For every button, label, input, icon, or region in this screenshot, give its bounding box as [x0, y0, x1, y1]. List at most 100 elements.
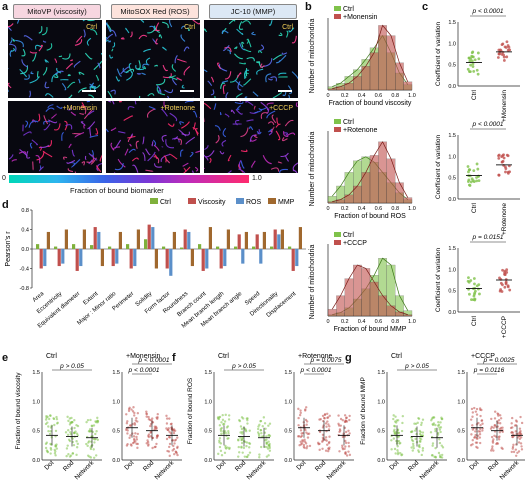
data-point	[89, 418, 92, 422]
y-tick-label: 1.0	[32, 399, 40, 405]
mito-filament	[87, 110, 95, 116]
data-point	[431, 442, 435, 445]
data-point	[153, 445, 157, 449]
data-point	[267, 444, 271, 447]
data-point	[520, 445, 523, 448]
data-point	[517, 450, 521, 453]
bar-viscosity	[219, 249, 223, 269]
mito-filament	[236, 105, 242, 110]
y-axis-label: Fraction of bound MMP	[360, 377, 367, 445]
data-point	[260, 432, 263, 435]
data-point	[475, 176, 478, 179]
mito-filament	[145, 57, 151, 65]
mito-filament	[108, 40, 111, 43]
mito-filament	[270, 167, 280, 172]
y-tick-label: 0.0	[457, 458, 465, 464]
data-point	[440, 416, 443, 419]
panel-a-letter: a	[2, 1, 9, 13]
data-point	[471, 424, 474, 427]
mito-filament	[154, 64, 158, 67]
data-point	[325, 443, 329, 447]
data-point	[67, 429, 70, 432]
mito-filament	[183, 166, 191, 173]
data-point	[217, 452, 220, 456]
x-category-label: Dot	[123, 459, 135, 471]
mito-filament	[68, 94, 73, 98]
mito-filament	[9, 49, 13, 57]
data-point	[344, 430, 348, 434]
mito-filament	[149, 25, 156, 30]
mito-filament	[164, 89, 174, 94]
mito-filament	[268, 20, 273, 26]
data-point	[475, 162, 479, 166]
bar-ctrl	[36, 244, 40, 249]
mito-filament	[135, 140, 139, 149]
y-tick-label: 0.5	[377, 429, 385, 435]
y-tick-label: 0.5	[284, 429, 292, 435]
data-point	[477, 57, 481, 61]
data-point	[471, 50, 475, 54]
mito-filament	[93, 60, 102, 71]
data-point	[475, 179, 479, 183]
mito-filament	[221, 139, 227, 147]
subplot-title: Ctrl	[46, 353, 57, 360]
x-category-label: +CCCP	[501, 316, 508, 338]
data-point	[471, 65, 475, 68]
data-point	[399, 441, 402, 445]
mito-filament	[281, 52, 288, 55]
data-point	[223, 420, 227, 423]
data-point	[321, 426, 325, 429]
mito-filament	[246, 57, 255, 62]
data-point	[400, 429, 404, 433]
mito-filament	[55, 70, 64, 75]
mito-filament	[100, 52, 102, 56]
mito-filament	[278, 32, 283, 36]
data-point	[46, 421, 49, 424]
data-point	[437, 423, 441, 427]
data-point	[240, 441, 244, 445]
mito-filament	[38, 166, 44, 172]
mito-filament	[225, 92, 229, 98]
mito-filament	[83, 109, 93, 120]
data-point	[54, 450, 57, 453]
x-tick-label: 0.6	[375, 93, 383, 99]
data-point	[421, 449, 425, 452]
data-point	[95, 430, 98, 433]
data-point	[303, 438, 306, 441]
micrograph-ros-ctrl: Ctrl	[106, 20, 200, 98]
mito-filament	[204, 28, 208, 33]
data-point	[489, 427, 493, 430]
data-point	[479, 424, 482, 427]
data-point	[325, 425, 328, 428]
y-tick-label: 0.5	[204, 429, 212, 435]
mito-filament	[169, 20, 173, 28]
data-point	[149, 435, 153, 438]
data-point	[510, 431, 514, 434]
mito-filament	[239, 101, 241, 103]
mito-filament	[111, 48, 114, 52]
data-point	[49, 414, 52, 417]
data-point	[133, 414, 136, 417]
mito-filament	[89, 134, 99, 138]
data-point	[469, 279, 473, 282]
data-point	[414, 427, 418, 431]
bar-mmp	[226, 229, 230, 249]
mito-filament	[181, 131, 190, 136]
mito-filament	[169, 153, 178, 160]
data-point	[471, 411, 475, 414]
mito-filament	[74, 171, 77, 173]
bar-ros	[205, 249, 209, 269]
data-point	[153, 425, 157, 428]
legend-label: MMP	[278, 199, 295, 206]
mito-filament	[176, 77, 183, 81]
y-tick-label: 1.0	[377, 399, 385, 405]
data-point	[129, 434, 132, 437]
data-point	[239, 425, 243, 428]
data-point	[169, 423, 173, 426]
data-point	[54, 445, 57, 448]
header-mitosox: MitoSOX Red (ROS)	[111, 4, 199, 19]
data-point	[512, 450, 516, 454]
data-point	[505, 40, 509, 44]
data-point	[172, 429, 175, 432]
subplot-title: +Rotenone	[298, 353, 333, 360]
